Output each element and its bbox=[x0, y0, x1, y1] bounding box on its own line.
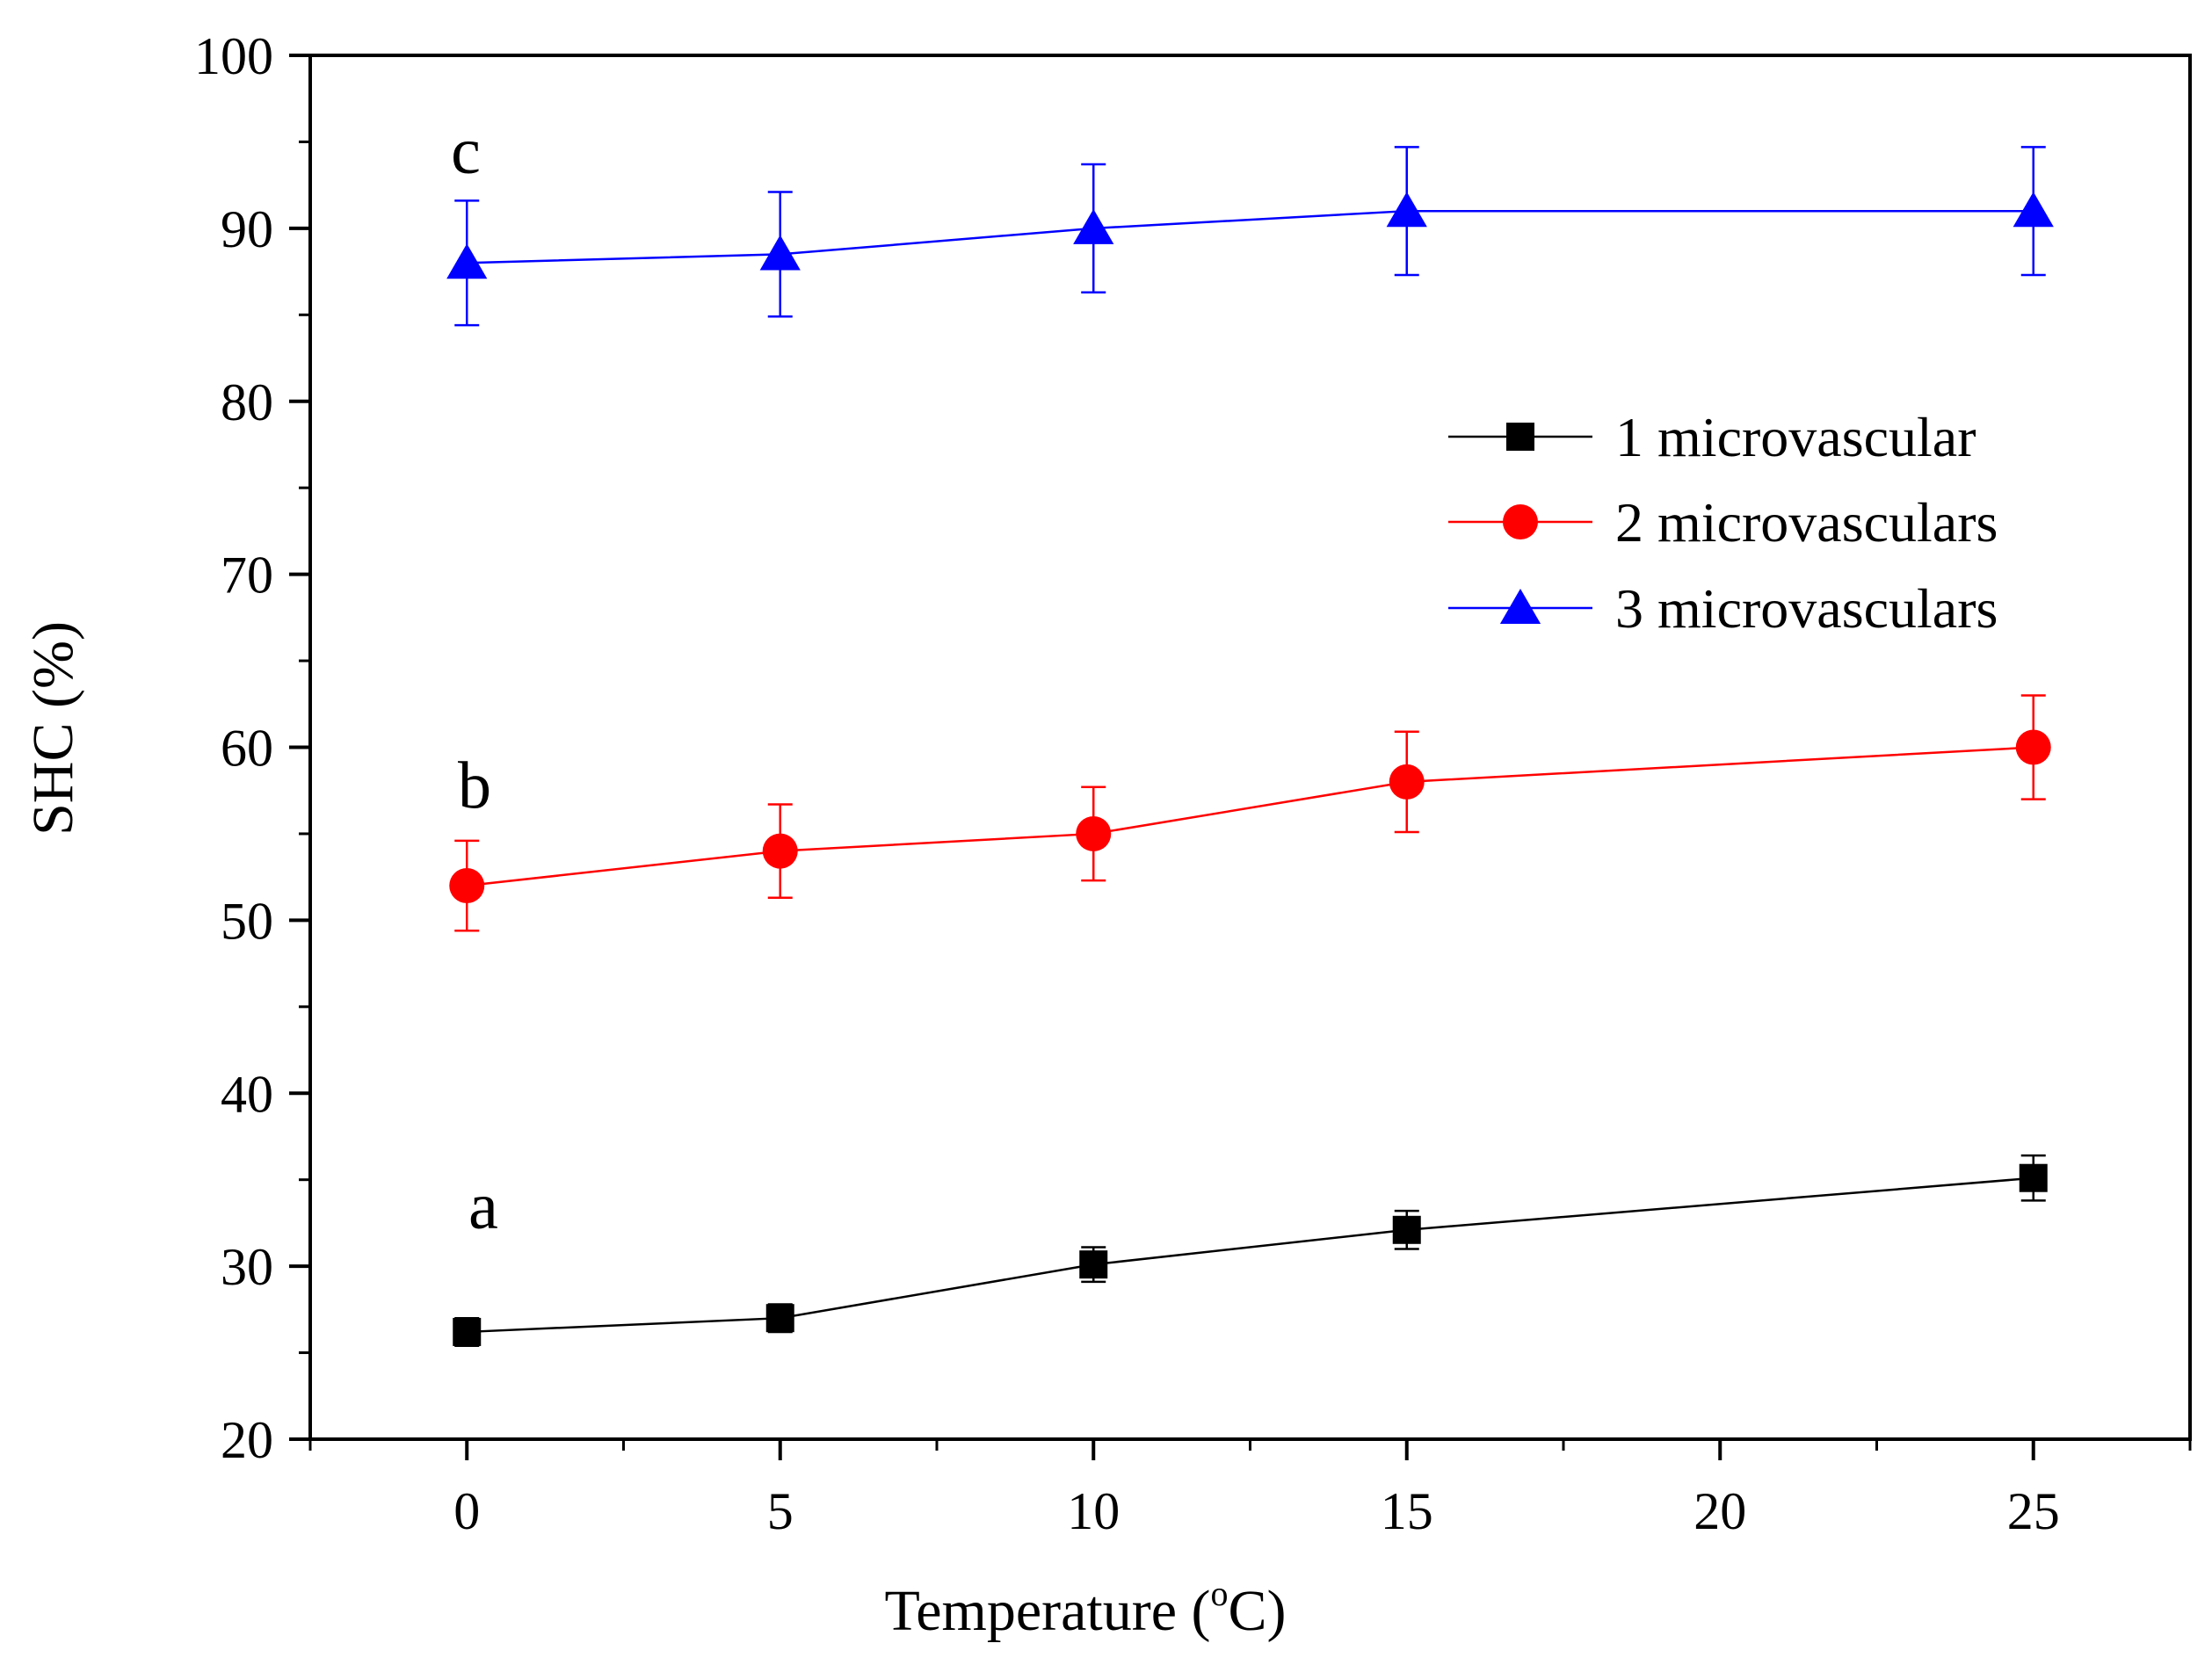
x-tick-label: 0 bbox=[453, 1482, 480, 1540]
legend-item: 1 microvascular bbox=[1448, 406, 1976, 468]
legend-marker bbox=[1503, 504, 1538, 539]
legend-item: 2 microvasculars bbox=[1448, 491, 1998, 554]
data-point bbox=[1079, 1250, 1108, 1279]
y-tick-label: 100 bbox=[194, 27, 273, 85]
series-layer bbox=[446, 146, 2054, 1347]
series-annotation: c bbox=[451, 114, 481, 188]
x-axis: 0 5 10 15 20 25 bbox=[308, 1439, 2192, 1540]
y-tick-label: 60 bbox=[221, 720, 273, 778]
series-line bbox=[467, 209, 2034, 264]
annotations: a b c bbox=[451, 114, 498, 1243]
data-point bbox=[1392, 1215, 1421, 1244]
x-tick-label: 5 bbox=[767, 1482, 794, 1540]
y-tick-label: 20 bbox=[221, 1411, 273, 1469]
series-3 bbox=[446, 146, 2054, 327]
y-axis-title: SHC (%) bbox=[21, 621, 85, 836]
x-tick-label: 15 bbox=[1381, 1482, 1433, 1540]
y-tick-label: 30 bbox=[221, 1238, 273, 1296]
plot-frame bbox=[308, 54, 2192, 1441]
legend: 1 microvascular 2 microvasculars 3 microva… bbox=[1448, 406, 1998, 640]
x-axis-title: Temperature (oC) bbox=[885, 1574, 1287, 1643]
x-tick-label: 25 bbox=[2007, 1482, 2060, 1540]
data-point bbox=[1076, 815, 1112, 851]
data-point bbox=[2013, 192, 2054, 228]
data-point bbox=[765, 1304, 794, 1333]
y-tick-label: 40 bbox=[221, 1065, 273, 1123]
data-point bbox=[446, 243, 488, 279]
legend-item: 3 microvasculars bbox=[1448, 577, 1998, 640]
data-point bbox=[453, 1317, 482, 1346]
series-1 bbox=[453, 1154, 2048, 1347]
series-annotation: a bbox=[468, 1169, 498, 1243]
data-point bbox=[449, 868, 485, 903]
y-axis: 20 30 40 50 60 70 80 90 100 bbox=[194, 27, 310, 1469]
data-point bbox=[1073, 208, 1114, 244]
y-tick-label: 90 bbox=[221, 200, 273, 258]
legend-label: 3 microvasculars bbox=[1615, 577, 1998, 640]
x-tick-label: 20 bbox=[1693, 1482, 1746, 1540]
series-line bbox=[467, 1176, 2034, 1334]
data-point bbox=[1389, 764, 1425, 800]
data-point bbox=[2015, 729, 2051, 765]
y-tick-label: 80 bbox=[221, 373, 273, 431]
data-point bbox=[759, 235, 801, 271]
legend-label: 1 microvascular bbox=[1615, 406, 1976, 468]
y-tick-label: 70 bbox=[221, 547, 273, 604]
legend-marker bbox=[1506, 423, 1534, 451]
plot-border bbox=[308, 54, 2192, 1441]
data-point bbox=[1386, 192, 1427, 228]
series-2 bbox=[449, 694, 2051, 932]
series-annotation: b bbox=[458, 749, 491, 822]
y-tick-label: 50 bbox=[221, 892, 273, 950]
legend-marker bbox=[1499, 589, 1541, 625]
series-line bbox=[467, 746, 2034, 887]
data-point bbox=[762, 833, 798, 869]
x-tick-label: 10 bbox=[1067, 1482, 1120, 1540]
legend-label: 2 microvasculars bbox=[1615, 491, 1998, 554]
data-point bbox=[2019, 1163, 2048, 1192]
